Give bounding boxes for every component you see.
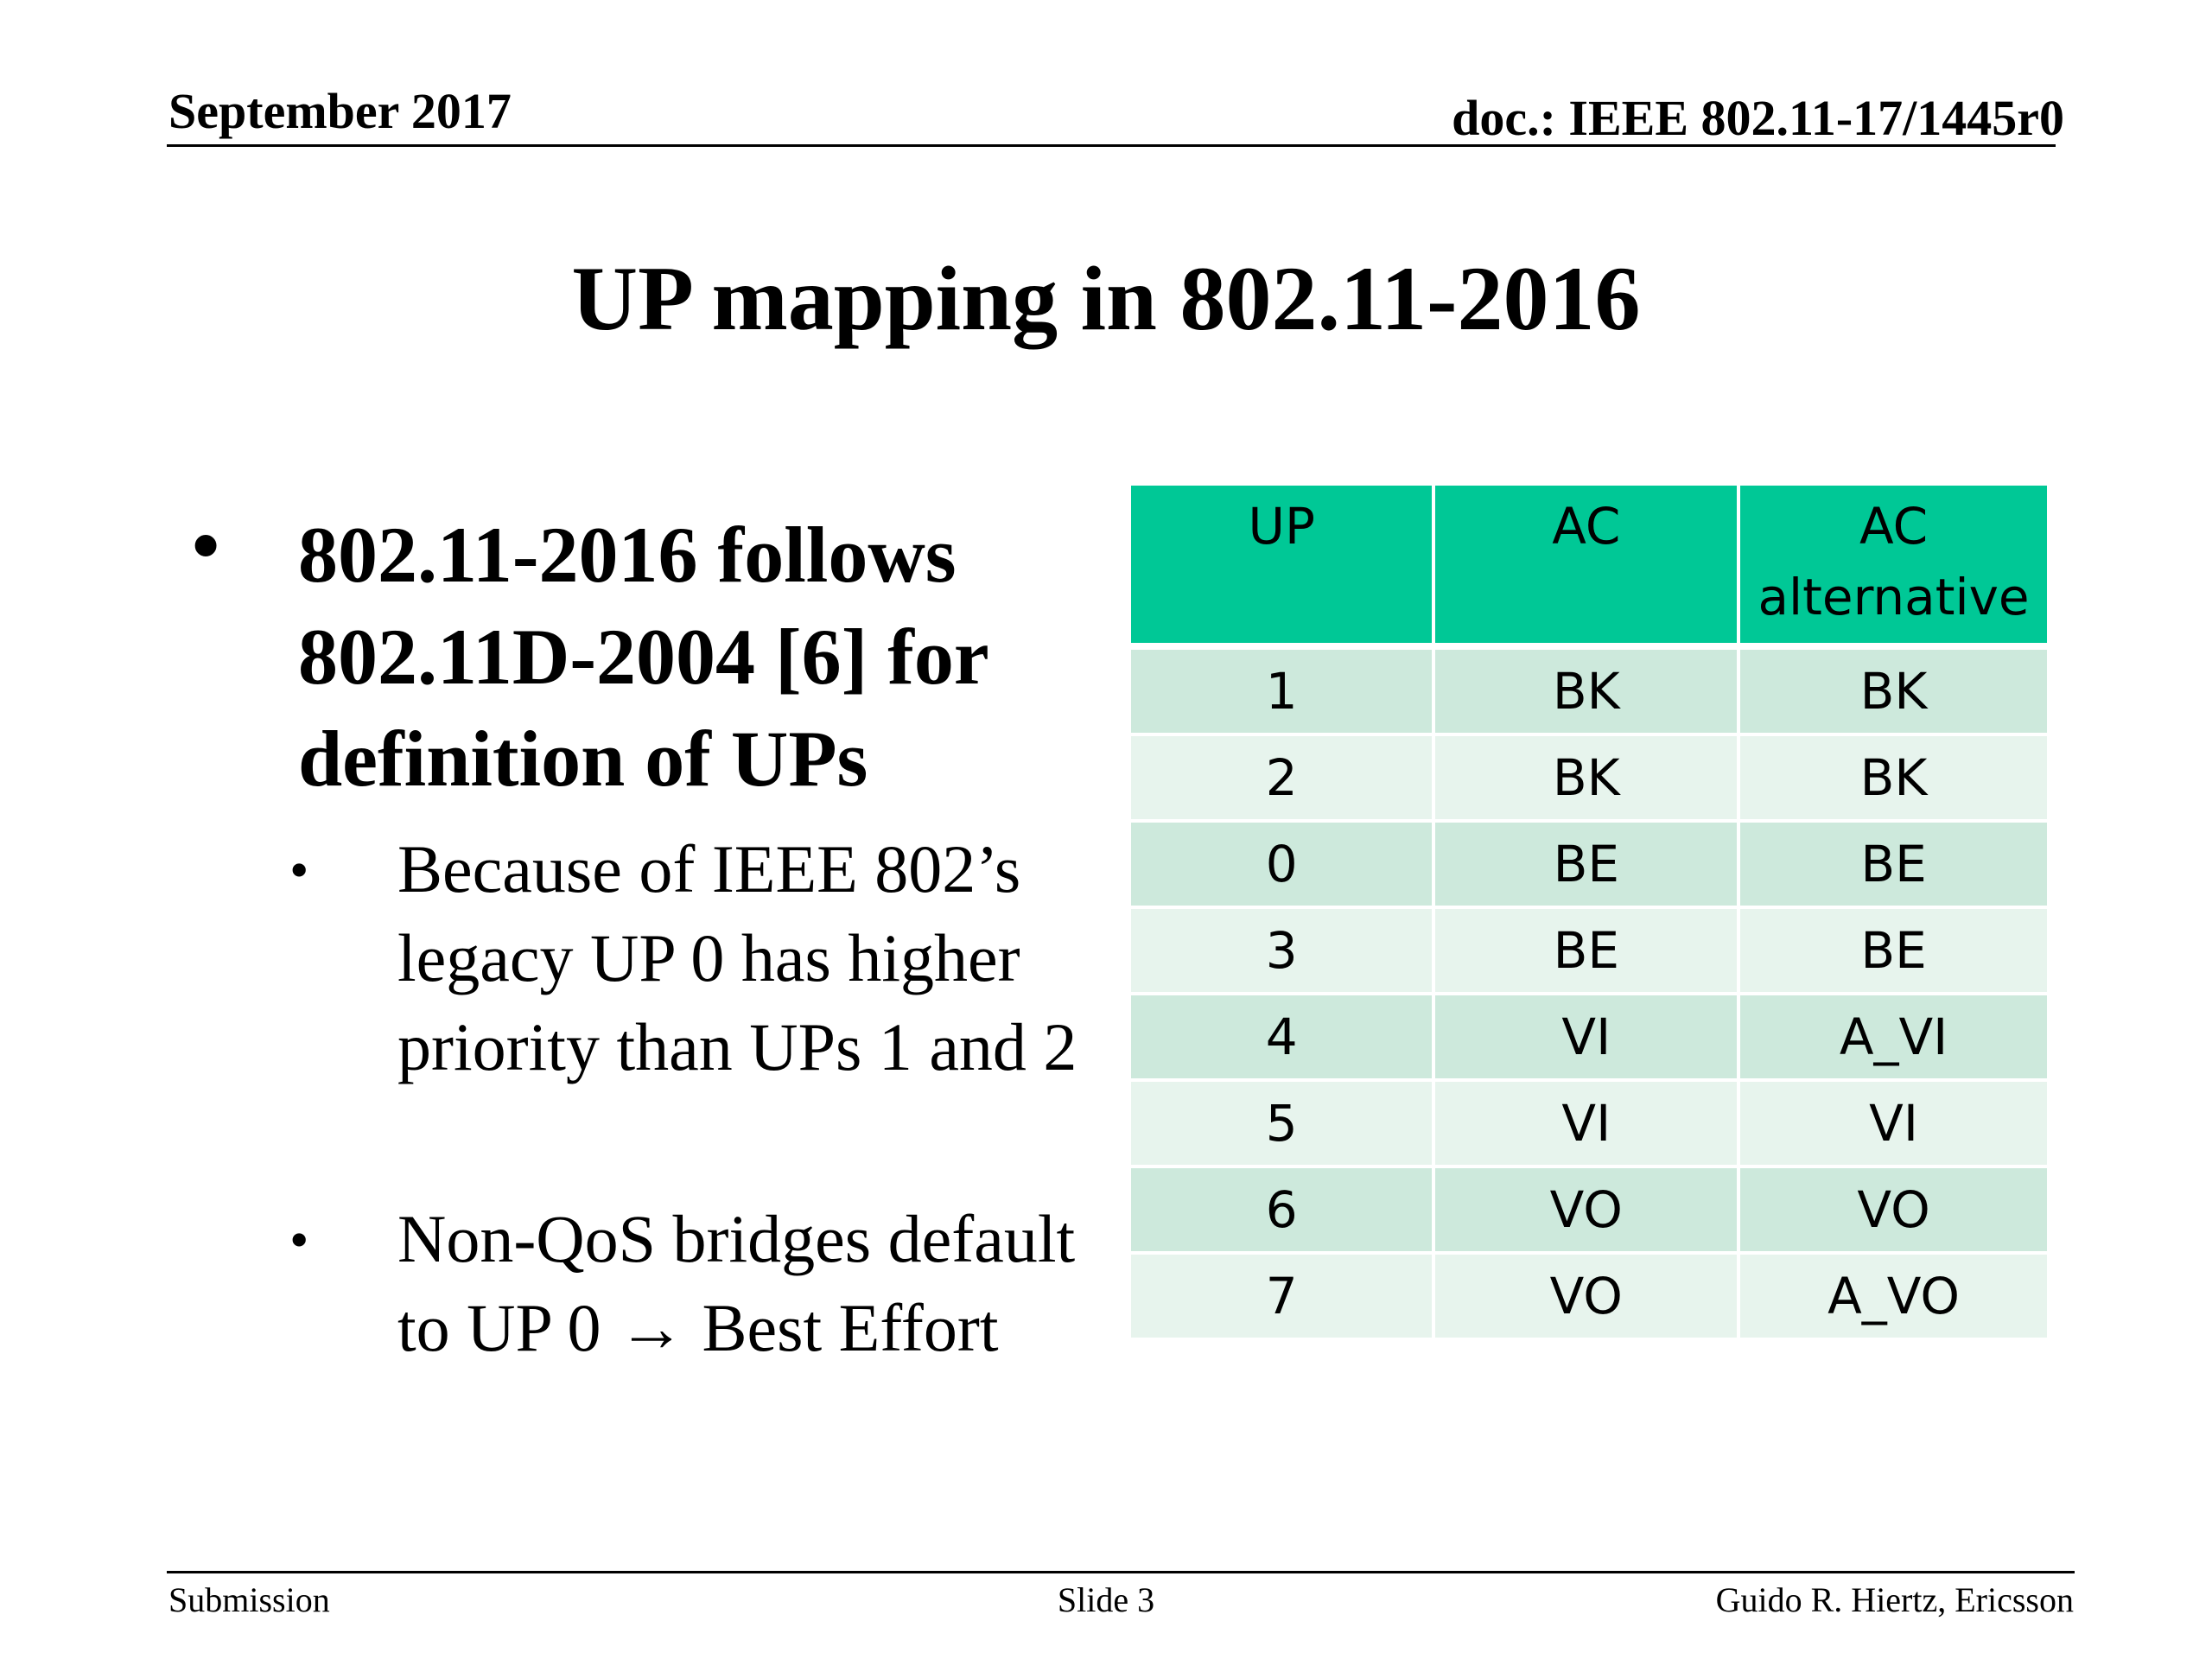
cell-ac: VI — [1432, 992, 1741, 1082]
footer-submission: Submission — [168, 1580, 330, 1619]
cell-up: 3 — [1127, 906, 1436, 995]
table-row: 1 BK BK — [1127, 645, 2050, 736]
sub-bullet-marker: • — [289, 1209, 309, 1270]
cell-ac-alternative: A_VI — [1737, 992, 2050, 1082]
cell-up: 6 — [1127, 1165, 1436, 1255]
slide-title: UP mapping in 802.11-2016 — [571, 248, 1641, 349]
cell-ac: BK — [1432, 733, 1741, 823]
bullet-main-text: 802.11-2016 follows 802.11D-2004 [6] for… — [298, 511, 988, 803]
table-row: 2 BK BK — [1127, 733, 2050, 823]
cell-ac: VO — [1432, 1165, 1741, 1255]
cell-ac: BE — [1432, 906, 1741, 995]
cell-ac-alternative: BK — [1737, 645, 2050, 736]
cell-up: 7 — [1127, 1251, 1436, 1341]
sub-bullet-text: Non-QoS bridges default to UP 0 → Best E… — [397, 1201, 1076, 1365]
cell-ac-alternative: VI — [1737, 1078, 2050, 1168]
cell-ac: BK — [1432, 645, 1741, 736]
bullet-marker: • — [192, 501, 220, 589]
table-row: 5 VI VI — [1127, 1078, 2050, 1168]
table-row: 6 VO VO — [1127, 1165, 2050, 1255]
cell-ac-alternative: A_VO — [1737, 1251, 2050, 1341]
table-row: 0 BE BE — [1127, 819, 2050, 909]
footer-rule — [167, 1571, 2075, 1573]
header-date: September 2017 — [168, 83, 512, 139]
cell-up: 4 — [1127, 992, 1436, 1082]
table-header-row: UP AC AC alternative — [1127, 482, 2050, 648]
table-row: 7 VO A_VO — [1127, 1251, 2050, 1341]
cell-up: 1 — [1127, 645, 1436, 736]
header-doc-id: doc.: IEEE 802.11-17/1445r0 — [1452, 90, 2064, 146]
header-rule — [167, 144, 2056, 147]
footer-author: Guido R. Hiertz, Ericsson — [1715, 1580, 2074, 1619]
cell-ac: VI — [1432, 1078, 1741, 1168]
cell-ac-alternative: BE — [1737, 819, 2050, 909]
table-row: 4 VI A_VI — [1127, 992, 2050, 1082]
header-cell-ac: AC — [1432, 482, 1741, 648]
cell-ac-alternative: BE — [1737, 906, 2050, 995]
header-cell-up: UP — [1127, 482, 1436, 648]
cell-ac: VO — [1432, 1251, 1741, 1341]
up-mapping-table: UP AC AC alternative 1 BK BK 2 BK BK 0 B… — [1127, 482, 2050, 1341]
cell-up: 0 — [1127, 819, 1436, 909]
cell-ac: BE — [1432, 819, 1741, 909]
header-cell-ac-alternative: AC alternative — [1737, 482, 2050, 648]
table-row: 3 BE BE — [1127, 906, 2050, 995]
cell-up: 2 — [1127, 733, 1436, 823]
cell-up: 5 — [1127, 1078, 1436, 1168]
cell-ac-alternative: VO — [1737, 1165, 2050, 1255]
footer-slide-number: Slide 3 — [1057, 1580, 1155, 1619]
sub-bullet-text: Because of IEEE 802’s legacy UP 0 has hi… — [397, 831, 1077, 1084]
cell-ac-alternative: BK — [1737, 733, 2050, 823]
sub-bullet-marker: • — [289, 839, 309, 900]
